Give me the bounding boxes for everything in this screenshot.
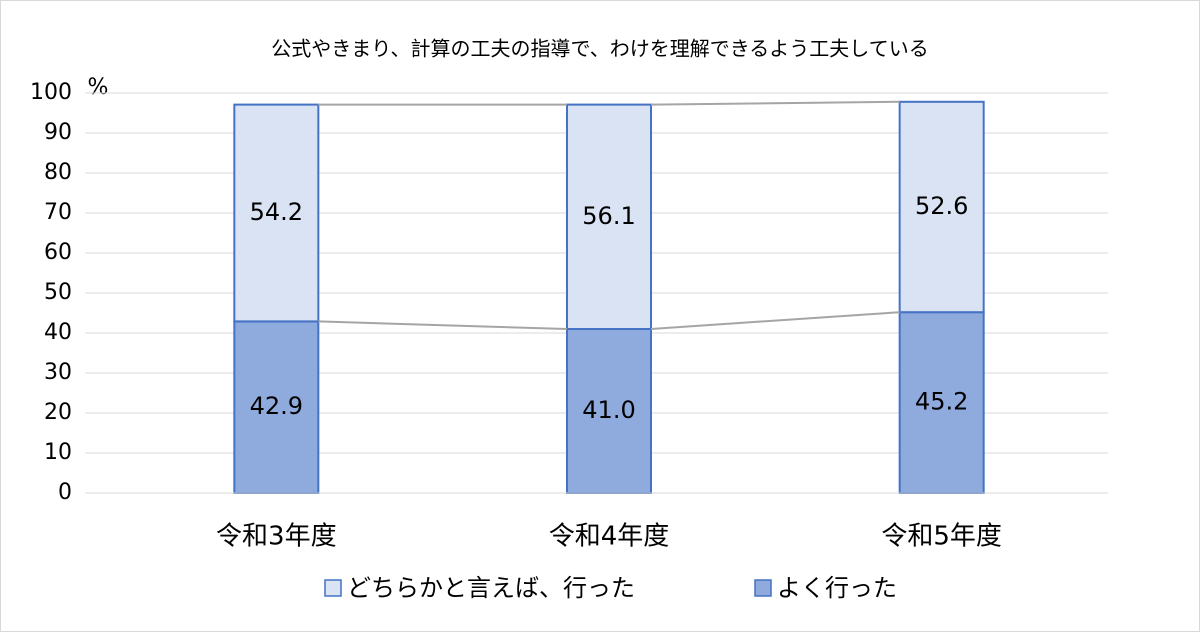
data-label: 52.6 bbox=[915, 192, 968, 220]
data-label: 45.2 bbox=[915, 388, 968, 416]
y-tick-label: 20 bbox=[44, 400, 72, 425]
y-tick-label: 60 bbox=[44, 240, 72, 265]
bar-segment bbox=[566, 103, 652, 330]
chart-title: 公式やきまり、計算の工夫の指導で、わけを理解できるよう工夫している bbox=[271, 37, 928, 61]
y-tick-label: 90 bbox=[44, 120, 72, 145]
bar-segment bbox=[566, 328, 652, 494]
x-tick-label: 令和5年度 bbox=[881, 522, 1002, 552]
y-tick-label: 0 bbox=[58, 480, 72, 505]
y-tick-label: 30 bbox=[44, 360, 72, 385]
y-tick-label: 80 bbox=[44, 160, 72, 185]
y-unit: % bbox=[88, 75, 109, 100]
data-label: 41.0 bbox=[582, 396, 635, 424]
x-tick-label: 令和3年度 bbox=[216, 522, 337, 552]
x-tick-label: 令和4年度 bbox=[549, 522, 670, 552]
y-tick-label: 70 bbox=[44, 200, 72, 225]
legend-swatch bbox=[324, 579, 342, 597]
bar-segment bbox=[233, 103, 320, 323]
legend-label: どちらかと言えば、行った bbox=[347, 574, 635, 602]
y-tick-label: 50 bbox=[44, 280, 72, 305]
bar-segment bbox=[233, 320, 320, 494]
data-label: 42.9 bbox=[250, 392, 303, 420]
series-line bbox=[650, 311, 900, 330]
y-tick-label: 100 bbox=[30, 80, 72, 105]
y-tick-label: 10 bbox=[44, 440, 72, 465]
bar-segment bbox=[898, 100, 985, 314]
legend-swatch bbox=[754, 579, 772, 597]
data-label: 54.2 bbox=[250, 198, 303, 226]
y-tick-label: 40 bbox=[44, 320, 72, 345]
series-line bbox=[650, 100, 900, 106]
legend-label: よく行った bbox=[777, 574, 897, 602]
data-label: 56.1 bbox=[582, 202, 635, 230]
series-line bbox=[318, 320, 568, 330]
